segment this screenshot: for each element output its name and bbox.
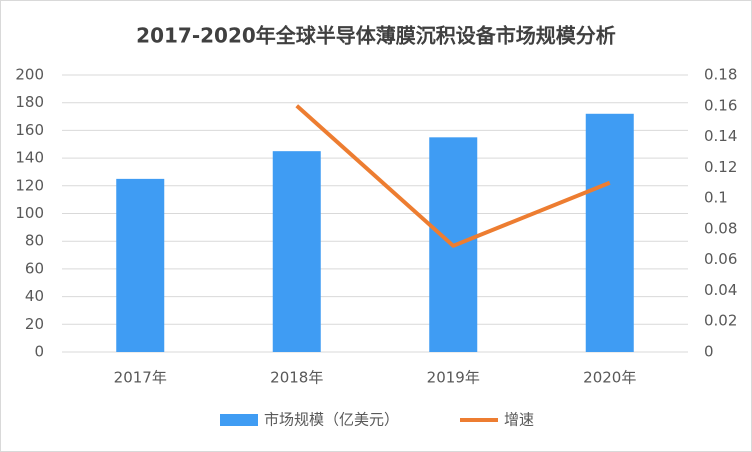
y2-tick-label: 0.18 (704, 66, 737, 84)
y-tick-label: 40 (25, 287, 44, 305)
y2-tick-label: 0.14 (704, 127, 737, 145)
line (295, 104, 611, 248)
y2-tick-label: 0.16 (704, 96, 737, 114)
y-tick-label: 200 (15, 66, 44, 84)
legend-label: 市场规模（亿美元） (264, 411, 399, 429)
bar (272, 151, 321, 352)
y2-tick-label: 0.06 (704, 250, 737, 268)
bar (116, 178, 165, 352)
y-tick-label: 140 (15, 149, 44, 167)
legend-label: 增速 (504, 411, 534, 429)
chart-title: 2017-2020年全球半导体薄膜沉积设备市场规模分析 (136, 24, 616, 48)
y-tick-label: 0 (34, 343, 44, 361)
y-tick-label: 180 (15, 93, 44, 111)
x-tick-label: 2020年 (583, 369, 636, 387)
y-tick-label: 120 (15, 176, 44, 194)
legend-swatch (220, 414, 258, 426)
y2-tick-label: 0.12 (704, 158, 737, 176)
x-tick-label: 2017年 (114, 369, 167, 387)
bar (585, 113, 634, 352)
y-tick-label: 20 (25, 315, 44, 333)
y2-tick-label: 0.1 (704, 189, 728, 207)
y-tick-label: 80 (25, 232, 44, 250)
y2-tick-label: 0.04 (704, 281, 737, 299)
y-tick-label: 160 (15, 121, 44, 139)
y2-tick-label: 0 (704, 343, 714, 361)
y-tick-label: 100 (15, 204, 44, 222)
y2-tick-label: 0.02 (704, 312, 737, 330)
x-tick-label: 2018年 (270, 369, 323, 387)
y2-tick-label: 0.08 (704, 219, 737, 237)
y-tick-label: 60 (25, 259, 44, 277)
x-tick-label: 2019年 (427, 369, 480, 387)
